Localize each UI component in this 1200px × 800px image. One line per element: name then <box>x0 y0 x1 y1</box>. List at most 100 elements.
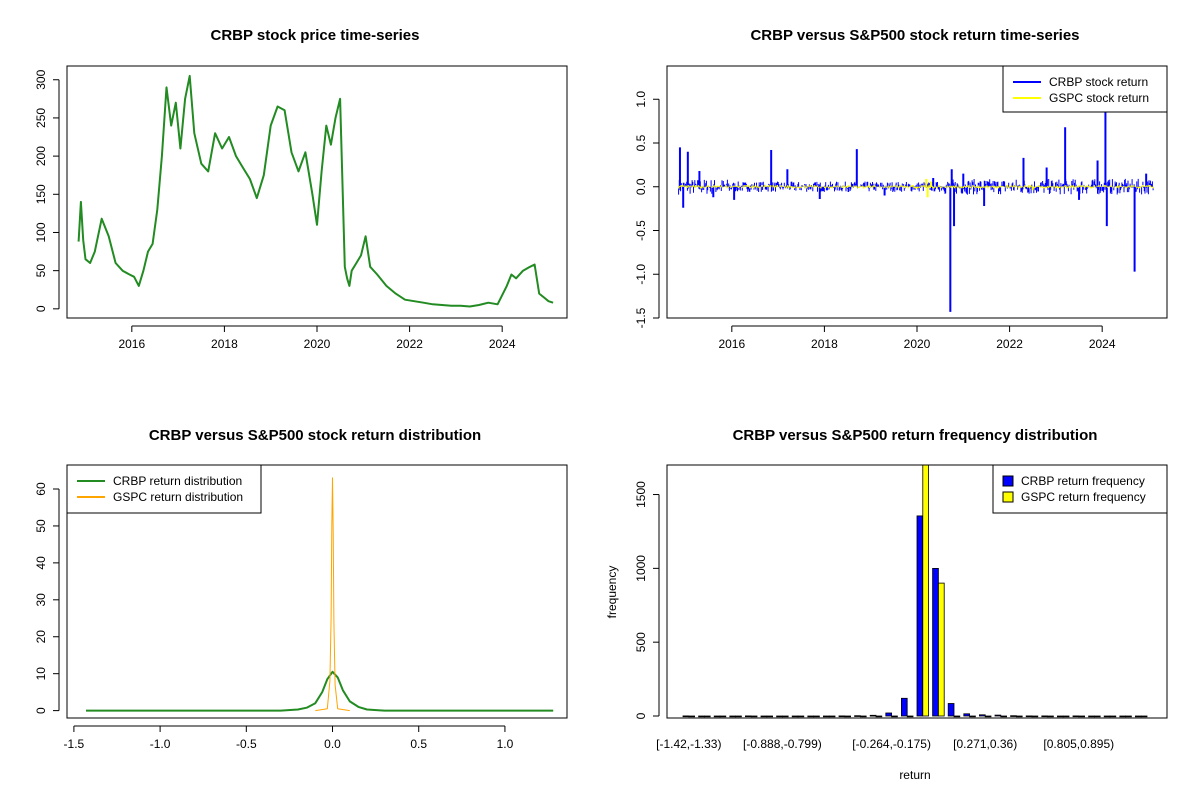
x-tick-label: 2022 <box>996 337 1023 351</box>
gspc-frequency-bar <box>875 715 883 718</box>
crbp-density-line <box>86 670 554 712</box>
y-tick-label: 0 <box>34 305 48 312</box>
gspc-frequency-bar <box>1109 715 1117 718</box>
x-tick-label: -1.5 <box>64 737 85 751</box>
legend-label: CRBP return frequency <box>1021 474 1145 488</box>
chart-title: CRBP stock price time-series <box>211 27 420 44</box>
return-timeseries-chart: CRBP versus S&P500 stock return time-ser… <box>634 27 1168 351</box>
crbp-frequency-bar <box>1088 715 1095 718</box>
crbp-frequency-bar <box>729 715 736 718</box>
gspc-frequency-bar <box>844 715 851 718</box>
gspc-frequency-bar <box>1094 715 1101 718</box>
chart-title: CRBP versus S&P500 stock return distribu… <box>149 427 481 444</box>
crbp-frequency-bar <box>1119 715 1127 718</box>
gspc-frequency-bar <box>1047 715 1054 718</box>
gspc-frequency-bar <box>688 715 695 718</box>
x-category-label: [-1.42,-1.33) <box>656 737 721 751</box>
gspc-frequency-bar <box>750 715 758 718</box>
gspc-frequency-bar <box>1078 715 1086 718</box>
crbp-frequency-bar <box>916 515 924 717</box>
y-tick-label: 0.5 <box>634 134 648 151</box>
crbp-frequency-bar <box>1135 715 1142 718</box>
price-series-line <box>77 74 554 308</box>
crbp-frequency-bar <box>1103 715 1111 718</box>
y-tick-label: 30 <box>34 593 48 607</box>
crbp-frequency-bar <box>807 715 814 718</box>
legend-box <box>66 464 262 514</box>
gspc-frequency-bar <box>938 582 945 717</box>
y-tick-label: 1.0 <box>634 91 648 108</box>
y-tick-label: 250 <box>34 108 48 128</box>
crbp-return-noise <box>678 178 1154 195</box>
y-tick-label: -0.5 <box>634 220 648 241</box>
y-tick-label: -1.0 <box>634 264 648 285</box>
return-density-chart: CRBP versus S&P500 stock return distribu… <box>34 427 568 751</box>
gspc-frequency-bar <box>860 715 867 718</box>
crbp-frequency-bar <box>1041 715 1049 718</box>
legend-label: CRBP return distribution <box>113 474 242 488</box>
y-tick-label: 50 <box>34 264 48 278</box>
crbp-frequency-bar <box>869 714 877 717</box>
plot-frame <box>666 464 1168 719</box>
y-tick-label: -1.5 <box>634 307 648 328</box>
crbp-frequency-bar <box>760 715 768 718</box>
x-category-label: [0.805,0.895) <box>1043 737 1114 751</box>
crbp-frequency-bar <box>854 715 861 717</box>
x-tick-label: 0.5 <box>410 737 427 751</box>
crbp-frequency-bar <box>947 703 955 717</box>
y-tick-label: 1000 <box>634 555 648 582</box>
x-tick-label: 2020 <box>904 337 931 351</box>
x-category-label: [-0.888,-0.799) <box>743 737 822 751</box>
x-tick-label: 2018 <box>811 337 838 351</box>
x-axis-title: return <box>899 768 930 782</box>
return-frequency-chart: CRBP versus S&P500 return frequency dist… <box>605 427 1168 782</box>
gspc-frequency-bar <box>735 715 742 718</box>
gspc-frequency-bar <box>1125 715 1132 718</box>
gspc-frequency-bar <box>891 715 898 718</box>
gspc-frequency-bar <box>1140 715 1148 718</box>
crbp-frequency-bar <box>682 715 690 718</box>
x-tick-label: 1.0 <box>497 737 514 751</box>
y-tick-label: 0 <box>634 712 648 719</box>
gspc-frequency-bar <box>828 715 836 718</box>
plot-frame <box>66 65 568 319</box>
legend-box <box>1002 65 1168 113</box>
y-tick-label: 150 <box>34 184 48 204</box>
y-tick-label: 10 <box>34 667 48 681</box>
x-tick-label: 2024 <box>1089 337 1116 351</box>
legend-swatch <box>1002 475 1014 487</box>
y-tick-label: 300 <box>34 69 48 89</box>
gspc-frequency-bar <box>984 715 992 718</box>
y-tick-label: 0.0 <box>634 178 648 195</box>
crbp-frequency-bar <box>776 715 783 718</box>
gspc-frequency-bar <box>782 715 789 718</box>
crbp-frequency-bar <box>745 715 752 718</box>
plot-frame <box>666 65 1168 319</box>
x-tick-label: -1.0 <box>150 737 171 751</box>
x-tick-label: 2016 <box>718 337 745 351</box>
crbp-frequency-bar <box>994 714 1002 717</box>
crbp-frequency-bar <box>713 715 721 718</box>
gspc-frequency-bar <box>813 715 820 718</box>
plot-frame <box>66 464 568 719</box>
x-tick-label: 2020 <box>304 337 331 351</box>
gspc-frequency-bar <box>797 715 805 718</box>
legend-box <box>992 464 1168 514</box>
crbp-frequency-bar <box>979 714 986 717</box>
y-tick-label: 500 <box>634 632 648 652</box>
x-tick-label: 2022 <box>396 337 423 351</box>
gspc-density-line <box>315 477 350 712</box>
x-tick-label: 0.0 <box>324 737 341 751</box>
crbp-frequency-bar <box>1072 715 1080 718</box>
y-tick-label: 100 <box>34 222 48 242</box>
crbp-frequency-bar <box>698 715 705 718</box>
gspc-frequency-bar <box>906 715 914 718</box>
gspc-frequency-bar <box>719 715 727 718</box>
gspc-frequency-bar <box>1000 715 1007 718</box>
y-tick-label: 0 <box>34 707 48 714</box>
crbp-frequency-bar <box>1025 715 1033 718</box>
gspc-frequency-bar <box>704 715 711 718</box>
y-tick-label: 50 <box>34 519 48 533</box>
x-tick-label: 2018 <box>211 337 238 351</box>
